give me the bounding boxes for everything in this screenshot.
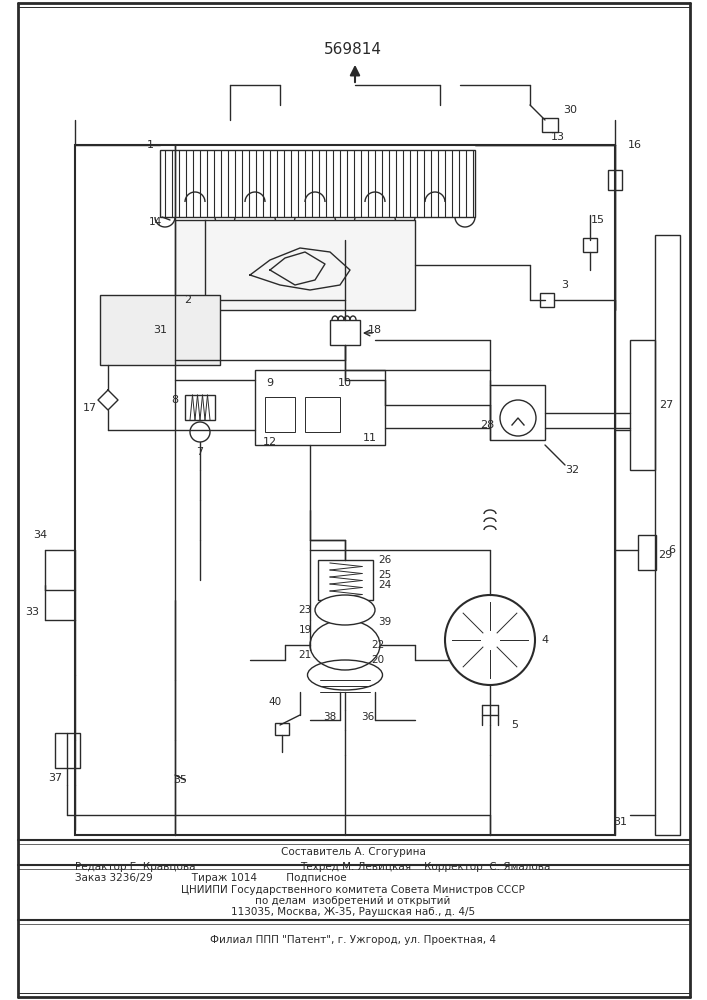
Text: 26: 26	[378, 555, 392, 565]
Text: 7: 7	[197, 447, 204, 457]
Text: 25: 25	[378, 570, 392, 580]
Bar	[655, 235, 680, 835]
Text: 33: 33	[25, 607, 39, 617]
Text: 1: 1	[146, 140, 153, 150]
Text: 31: 31	[153, 325, 167, 335]
Bar	[275, 723, 289, 735]
Text: 15: 15	[591, 215, 605, 225]
Text: 24: 24	[378, 580, 392, 590]
Text: 21: 21	[298, 650, 312, 660]
Text: 30: 30	[563, 105, 577, 115]
Bar	[638, 535, 656, 570]
Bar	[100, 295, 220, 365]
Text: 28: 28	[480, 420, 494, 430]
Text: 6: 6	[669, 545, 675, 555]
Text: 35: 35	[173, 775, 187, 785]
Text: 38: 38	[323, 712, 337, 722]
Bar	[330, 320, 360, 345]
Text: 5: 5	[511, 720, 518, 730]
Text: 12: 12	[263, 437, 277, 447]
Text: 9: 9	[267, 378, 274, 388]
Text: 40: 40	[269, 697, 281, 707]
Bar	[318, 560, 373, 600]
Text: Редактор Е. Кравцова: Редактор Е. Кравцова	[75, 862, 196, 872]
Bar	[265, 397, 295, 432]
Text: 22: 22	[371, 640, 385, 650]
Text: 29: 29	[658, 550, 672, 560]
Text: 37: 37	[48, 773, 62, 783]
Bar	[490, 385, 545, 440]
Text: ЦНИИПИ Государственного комитета Совета Министров СССР: ЦНИИПИ Государственного комитета Совета …	[181, 885, 525, 895]
Text: 4: 4	[542, 635, 549, 645]
Bar	[175, 220, 415, 310]
Text: 113035, Москва, Ж-35, Раушская наб., д. 4/5: 113035, Москва, Ж-35, Раушская наб., д. …	[231, 907, 475, 917]
Bar	[608, 170, 622, 190]
Text: 2: 2	[185, 295, 192, 305]
Text: 3: 3	[561, 280, 568, 290]
Bar	[160, 150, 475, 217]
Text: 8: 8	[171, 395, 179, 405]
Text: 10: 10	[338, 378, 352, 388]
Text: по делам  изобретений и открытий: по делам изобретений и открытий	[255, 896, 450, 906]
Bar	[542, 118, 558, 132]
Text: 11: 11	[363, 433, 377, 443]
Bar	[305, 397, 340, 432]
Text: 23: 23	[298, 605, 312, 615]
Text: 34: 34	[33, 530, 47, 540]
Text: Заказ 3236/29            Тираж 1014         Подписное: Заказ 3236/29 Тираж 1014 Подписное	[75, 873, 346, 883]
Text: 17: 17	[83, 403, 97, 413]
Text: Филиал ППП "Патент", г. Ужгород, ул. Проектная, 4: Филиал ППП "Патент", г. Ужгород, ул. Про…	[210, 935, 496, 945]
Text: 13: 13	[551, 132, 565, 142]
Text: 14: 14	[148, 217, 162, 227]
Text: 31: 31	[613, 817, 627, 827]
Text: 39: 39	[378, 617, 392, 627]
Text: Техред М. Левицкая    Корректор  С. Ямалова: Техред М. Левицкая Корректор С. Ямалова	[300, 862, 550, 872]
Bar	[540, 293, 554, 307]
Bar	[255, 370, 385, 445]
Bar	[185, 395, 215, 420]
Text: 32: 32	[565, 465, 579, 475]
Text: 19: 19	[298, 625, 312, 635]
Text: 569814: 569814	[324, 42, 382, 57]
Bar	[55, 733, 80, 768]
Bar	[630, 340, 655, 470]
Text: 16: 16	[628, 140, 642, 150]
Text: 27: 27	[659, 400, 673, 410]
Bar	[75, 145, 615, 835]
Text: 20: 20	[371, 655, 385, 665]
Ellipse shape	[315, 595, 375, 625]
Text: 36: 36	[361, 712, 375, 722]
Text: Составитель А. Сгогурина: Составитель А. Сгогурина	[281, 847, 426, 857]
Text: 18: 18	[368, 325, 382, 335]
Bar	[583, 238, 597, 252]
